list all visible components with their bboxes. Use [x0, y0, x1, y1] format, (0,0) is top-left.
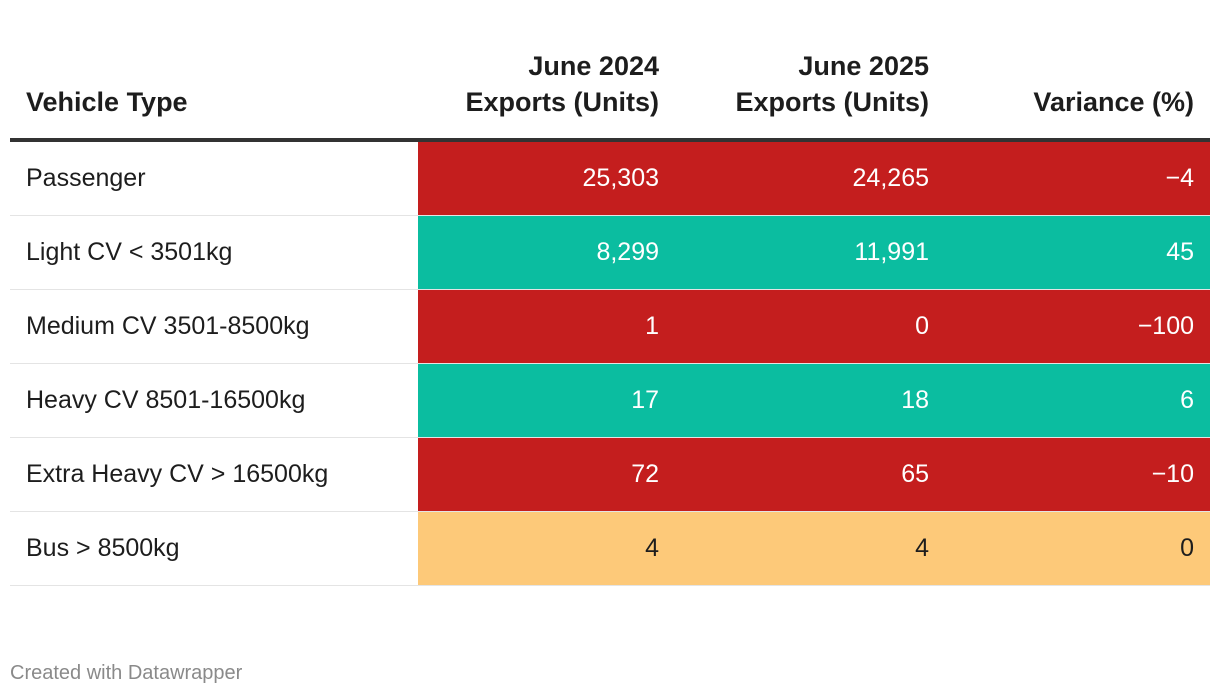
cell-vehicle-type: Passenger [10, 140, 418, 216]
cell-june-2025: 18 [675, 363, 945, 438]
table-body: Passenger 25,303 24,265 −4 Light CV < 3501kg… [10, 140, 1210, 586]
cell-variance: 0 [945, 511, 1210, 586]
header-row: Vehicle Type June 2024 Exports (Units) J… [10, 40, 1210, 142]
cell-june-2025: 0 [675, 289, 945, 364]
cell-june-2024: 25,303 [418, 140, 675, 216]
column-header-variance: Variance (%) [945, 40, 1210, 142]
cell-variance: −100 [945, 289, 1210, 364]
footer-credit: Created with Datawrapper [10, 662, 243, 684]
data-table-container: Vehicle Type June 2024 Exports (Units) J… [10, 40, 1210, 586]
cell-june-2025: 24,265 [675, 140, 945, 216]
cell-june-2025: 65 [675, 437, 945, 512]
cell-vehicle-type: Heavy CV 8501-16500kg [10, 363, 418, 438]
cell-variance: 45 [945, 215, 1210, 290]
table-row: Passenger 25,303 24,265 −4 [10, 140, 1210, 216]
cell-june-2024: 8,299 [418, 215, 675, 290]
cell-june-2024: 17 [418, 363, 675, 438]
table-row: Light CV < 3501kg 8,299 11,991 45 [10, 215, 1210, 290]
column-header-vehicle-type: Vehicle Type [10, 40, 418, 142]
cell-vehicle-type: Light CV < 3501kg [10, 215, 418, 290]
cell-june-2025: 11,991 [675, 215, 945, 290]
cell-june-2024: 72 [418, 437, 675, 512]
table-row: Heavy CV 8501-16500kg 17 18 6 [10, 363, 1210, 438]
table-row: Extra Heavy CV > 16500kg 72 65 −10 [10, 437, 1210, 512]
cell-variance: 6 [945, 363, 1210, 438]
cell-variance: −4 [945, 140, 1210, 216]
column-header-june-2025: June 2025 Exports (Units) [675, 40, 945, 142]
cell-june-2025: 4 [675, 511, 945, 586]
cell-variance: −10 [945, 437, 1210, 512]
cell-vehicle-type: Extra Heavy CV > 16500kg [10, 437, 418, 512]
cell-vehicle-type: Bus > 8500kg [10, 511, 418, 586]
table-row: Bus > 8500kg 4 4 0 [10, 511, 1210, 586]
cell-vehicle-type: Medium CV 3501-8500kg [10, 289, 418, 364]
cell-june-2024: 4 [418, 511, 675, 586]
table-row: Medium CV 3501-8500kg 1 0 −100 [10, 289, 1210, 364]
data-table: Vehicle Type June 2024 Exports (Units) J… [10, 40, 1210, 586]
column-header-june-2024: June 2024 Exports (Units) [418, 40, 675, 142]
cell-june-2024: 1 [418, 289, 675, 364]
